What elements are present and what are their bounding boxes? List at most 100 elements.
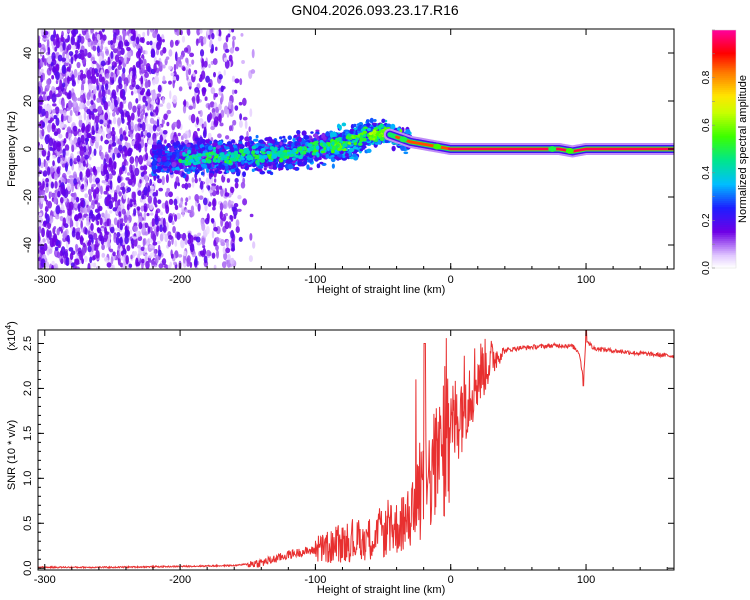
heatmap-cell bbox=[63, 78, 66, 83]
heatmap-cell bbox=[130, 121, 134, 131]
heatmap-cell bbox=[127, 49, 132, 59]
heatmap-cell bbox=[38, 235, 41, 243]
heatmap-cell bbox=[132, 67, 137, 77]
heatmap-cell bbox=[95, 177, 101, 184]
heatmap-cell bbox=[207, 145, 214, 151]
heatmap-cell bbox=[161, 39, 165, 43]
heatmap-cell bbox=[63, 137, 67, 144]
heatmap-cell bbox=[390, 123, 396, 130]
heatmap-cell bbox=[296, 142, 301, 146]
heatmap-cell bbox=[129, 156, 135, 164]
heatmap-cell bbox=[152, 226, 156, 230]
heatmap-cell bbox=[141, 37, 145, 44]
heatmap-cell bbox=[119, 218, 123, 226]
heatmap-cell bbox=[257, 165, 264, 169]
heatmap-cell bbox=[176, 30, 180, 37]
heatmap-cell bbox=[115, 235, 120, 246]
heatmap-cell bbox=[114, 62, 117, 68]
heatmap-cell bbox=[221, 93, 224, 103]
heatmap-cell bbox=[215, 190, 220, 195]
heatmap-cell bbox=[91, 255, 96, 261]
heatmap-cell bbox=[235, 219, 240, 227]
heatmap-cell bbox=[373, 119, 377, 122]
heatmap-cell bbox=[70, 36, 75, 46]
heatmap-cell bbox=[381, 118, 386, 124]
heatmap-cell bbox=[213, 264, 217, 269]
heatmap-cell bbox=[201, 237, 206, 246]
heatmap-cell bbox=[242, 116, 248, 121]
heatmap-cell bbox=[181, 35, 186, 43]
heatmap-cell bbox=[62, 209, 65, 214]
heatmap-cell bbox=[173, 261, 177, 266]
heatmap-cell bbox=[219, 185, 223, 190]
heatmap-cell bbox=[87, 262, 91, 269]
heatmap-cell bbox=[194, 86, 200, 93]
heatmap-cell bbox=[76, 105, 80, 112]
heatmap-cell bbox=[99, 217, 103, 226]
heatmap-cell bbox=[113, 73, 117, 82]
heatmap-cell bbox=[202, 245, 206, 249]
heatmap-cell bbox=[215, 106, 220, 113]
heatmap-cell bbox=[64, 230, 67, 237]
heatmap-cell bbox=[100, 235, 105, 246]
heatmap-cell bbox=[38, 42, 42, 48]
heatmap-cell bbox=[161, 175, 165, 186]
heatmap-cell bbox=[184, 238, 188, 246]
heatmap-cell bbox=[146, 212, 150, 217]
heatmap-cell bbox=[104, 83, 109, 90]
heatmap-cell bbox=[126, 187, 132, 193]
heatmap-cell bbox=[59, 79, 63, 90]
heatmap-cell bbox=[54, 246, 59, 251]
heatmap-cell bbox=[212, 199, 216, 207]
heatmap-cell bbox=[72, 45, 77, 50]
heatmap-cell bbox=[107, 83, 112, 90]
heatmap-cell bbox=[64, 144, 70, 152]
heatmap-cell bbox=[135, 157, 139, 168]
heatmap-cell bbox=[101, 180, 106, 184]
heatmap-cell bbox=[147, 65, 151, 73]
heatmap-cell bbox=[65, 115, 69, 120]
heatmap-cell bbox=[45, 177, 50, 183]
heatmap-cell bbox=[167, 234, 173, 240]
heatmap-cell bbox=[178, 59, 182, 64]
heatmap-cell bbox=[348, 147, 355, 153]
heatmap-cell bbox=[188, 114, 192, 121]
heatmap-cell bbox=[174, 51, 178, 62]
heatmap-cell bbox=[54, 180, 58, 189]
heatmap-cell bbox=[150, 100, 156, 105]
heatmap-cell bbox=[176, 231, 181, 241]
heatmap-cell bbox=[67, 208, 72, 216]
heatmap-cell bbox=[143, 186, 148, 196]
heatmap-cell bbox=[121, 186, 126, 195]
heatmap-cell bbox=[100, 185, 103, 195]
heatmap-cell bbox=[149, 137, 154, 146]
heatmap-cell bbox=[204, 96, 208, 102]
heatmap-cell bbox=[156, 175, 160, 179]
heatmap-cell bbox=[55, 86, 60, 91]
heatmap-cell bbox=[252, 241, 256, 249]
heatmap-cell bbox=[224, 165, 229, 171]
heatmap-cell bbox=[136, 206, 141, 211]
heatmap-cell bbox=[119, 133, 124, 142]
heatmap-cell bbox=[70, 56, 74, 65]
heatmap-cell bbox=[279, 141, 283, 146]
heatmap-cell bbox=[225, 35, 229, 43]
heatmap-cell bbox=[123, 30, 127, 37]
heatmap-cell bbox=[191, 59, 195, 65]
heatmap-cell bbox=[162, 46, 167, 54]
heatmap-cell bbox=[155, 106, 159, 116]
heatmap-cell bbox=[186, 257, 190, 268]
heatmap-cell bbox=[135, 36, 140, 45]
heatmap-cell bbox=[137, 107, 141, 118]
heatmap-cell bbox=[49, 146, 53, 151]
heatmap-cell bbox=[306, 164, 310, 170]
heatmap-cell bbox=[78, 212, 83, 219]
heatmap-cell bbox=[95, 187, 100, 195]
heatmap-cell bbox=[152, 142, 157, 146]
heatmap-cell bbox=[149, 252, 155, 258]
heatmap-cell bbox=[224, 192, 230, 197]
heatmap-cell bbox=[175, 59, 179, 70]
heatmap-cell bbox=[267, 136, 273, 142]
heatmap-cell bbox=[106, 218, 110, 227]
heatmap-cell bbox=[46, 78, 51, 86]
